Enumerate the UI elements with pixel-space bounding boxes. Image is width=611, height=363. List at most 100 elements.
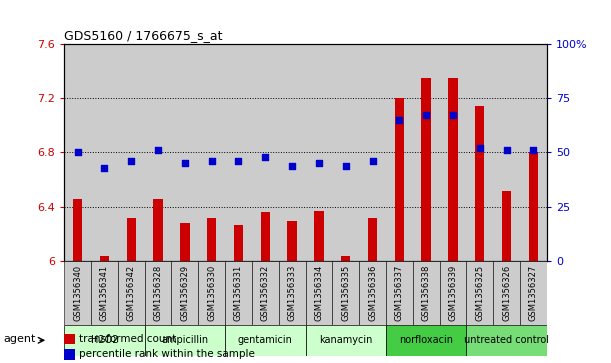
Point [475, 145, 485, 151]
Text: GDS5160 / 1766675_s_at: GDS5160 / 1766675_s_at [64, 29, 222, 42]
Bar [466, 261, 493, 325]
Point [233, 158, 243, 164]
Text: GSM1356339: GSM1356339 [448, 265, 458, 321]
Text: H2O2: H2O2 [90, 335, 118, 345]
Text: GSM1356325: GSM1356325 [475, 265, 485, 321]
Text: GSM1356336: GSM1356336 [368, 265, 377, 321]
Bar [279, 261, 306, 325]
Bar [260, 212, 270, 261]
Bar [466, 44, 493, 261]
Bar [64, 349, 75, 360]
Point [180, 160, 190, 166]
Bar [529, 152, 538, 261]
Bar [91, 261, 118, 325]
Bar [91, 44, 118, 261]
Bar [118, 44, 145, 261]
Bar [64, 261, 91, 325]
Bar [100, 256, 109, 261]
Bar [439, 261, 466, 325]
Bar [153, 199, 163, 261]
Bar [64, 334, 75, 344]
Bar [145, 261, 172, 325]
Point [341, 163, 351, 168]
Bar [225, 44, 252, 261]
Point [207, 158, 216, 164]
Bar [126, 218, 136, 261]
Bar [314, 211, 324, 261]
Bar [386, 261, 413, 325]
Point [287, 163, 297, 168]
Text: GSM1356328: GSM1356328 [153, 265, 163, 321]
Bar [207, 218, 216, 261]
Text: GSM1356330: GSM1356330 [207, 265, 216, 321]
Bar [252, 261, 279, 325]
Bar [413, 44, 439, 261]
Bar [448, 78, 458, 261]
Point [395, 117, 404, 123]
Text: GSM1356341: GSM1356341 [100, 265, 109, 321]
Bar [422, 78, 431, 261]
Point [73, 150, 82, 155]
Bar [225, 325, 306, 356]
Point [448, 113, 458, 118]
Text: ampicillin: ampicillin [161, 335, 208, 345]
Bar [332, 261, 359, 325]
Bar [73, 199, 82, 261]
Bar [368, 218, 377, 261]
Bar [466, 325, 547, 356]
Bar [118, 261, 145, 325]
Bar [475, 106, 485, 261]
Bar [386, 325, 466, 356]
Text: agent: agent [3, 334, 35, 344]
Point [153, 147, 163, 153]
Bar [520, 261, 547, 325]
Bar [287, 221, 297, 261]
Bar [359, 261, 386, 325]
Bar [198, 261, 225, 325]
Text: GSM1356329: GSM1356329 [180, 265, 189, 321]
Text: transformed count: transformed count [79, 334, 176, 344]
Bar [359, 44, 386, 261]
Bar [64, 44, 91, 261]
Text: GSM1356342: GSM1356342 [126, 265, 136, 321]
Text: kanamycin: kanamycin [319, 335, 373, 345]
Bar [172, 44, 198, 261]
Bar [145, 44, 172, 261]
Bar [145, 325, 225, 356]
Text: GSM1356333: GSM1356333 [288, 265, 296, 321]
Bar [493, 261, 520, 325]
Text: GSM1356326: GSM1356326 [502, 265, 511, 321]
Bar [279, 44, 306, 261]
Bar [493, 44, 520, 261]
Point [422, 113, 431, 118]
Text: norfloxacin: norfloxacin [399, 335, 453, 345]
Text: GSM1356335: GSM1356335 [341, 265, 350, 321]
Bar [198, 44, 225, 261]
Bar [502, 191, 511, 261]
Bar [234, 225, 243, 261]
Point [529, 147, 538, 153]
Bar [386, 44, 413, 261]
Bar [341, 256, 351, 261]
Text: GSM1356337: GSM1356337 [395, 265, 404, 321]
Bar [413, 261, 439, 325]
Text: percentile rank within the sample: percentile rank within the sample [79, 349, 255, 359]
Bar [439, 44, 466, 261]
Bar [306, 325, 386, 356]
Bar [306, 261, 332, 325]
Bar [332, 44, 359, 261]
Bar [64, 325, 145, 356]
Text: GSM1356331: GSM1356331 [234, 265, 243, 321]
Bar [225, 261, 252, 325]
Text: GSM1356327: GSM1356327 [529, 265, 538, 321]
Point [126, 158, 136, 164]
Point [368, 158, 378, 164]
Bar [306, 44, 332, 261]
Bar [252, 44, 279, 261]
Bar [520, 44, 547, 261]
Text: GSM1356340: GSM1356340 [73, 265, 82, 321]
Text: GSM1356334: GSM1356334 [315, 265, 323, 321]
Text: gentamicin: gentamicin [238, 335, 293, 345]
Bar [180, 223, 189, 261]
Point [260, 154, 270, 160]
